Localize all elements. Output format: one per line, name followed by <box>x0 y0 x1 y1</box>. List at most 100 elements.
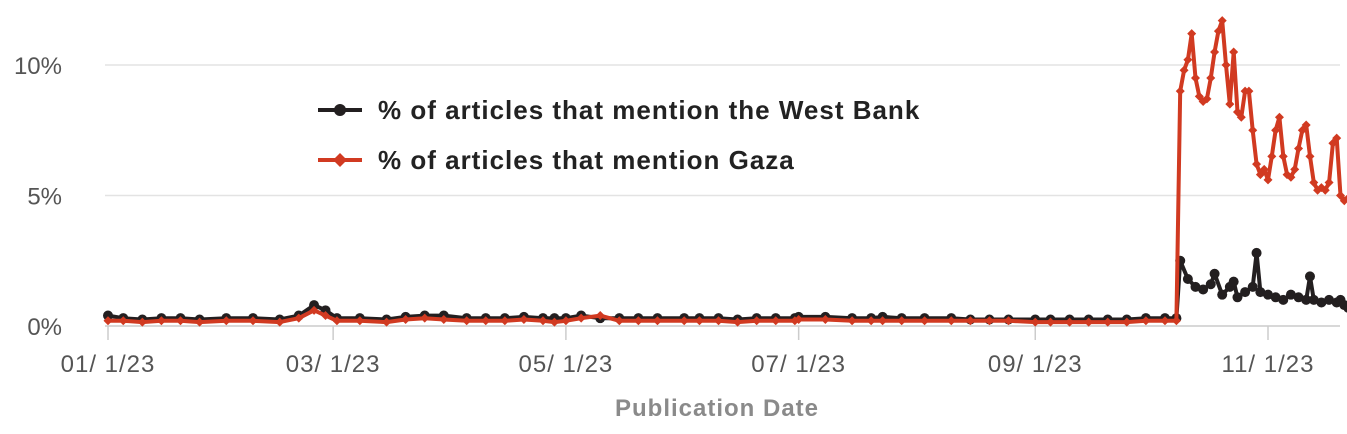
data-point <box>1213 26 1223 36</box>
data-point <box>1030 317 1040 327</box>
data-point <box>118 316 128 326</box>
data-point <box>103 310 113 321</box>
data-point <box>1248 125 1258 135</box>
y-axis-ticks: 0% 5% 10% <box>14 53 62 341</box>
data-point <box>1240 287 1251 298</box>
data-point <box>382 317 392 327</box>
legend: % of articles that mention the West Bank… <box>318 95 920 175</box>
grid-lines <box>105 64 1340 197</box>
data-point <box>156 316 166 326</box>
data-point <box>1304 271 1315 282</box>
data-point <box>1255 287 1266 298</box>
data-point <box>897 316 907 326</box>
data-point <box>1271 125 1281 135</box>
data-point <box>1301 294 1312 305</box>
data-point <box>694 316 704 326</box>
data-point <box>1286 172 1296 182</box>
data-point <box>1225 99 1235 109</box>
data-point <box>1183 55 1193 65</box>
data-point <box>1336 191 1345 200</box>
data-point <box>1278 294 1289 305</box>
data-point <box>1236 112 1246 122</box>
data-point <box>1328 138 1338 148</box>
data-point <box>538 316 548 326</box>
data-point <box>1343 194 1347 202</box>
data-point <box>1228 276 1239 287</box>
data-point <box>714 316 724 326</box>
legend-label-gaza: % of articles that mention Gaza <box>378 145 795 175</box>
data-point <box>1191 73 1200 83</box>
data-point <box>1270 292 1281 303</box>
y-tick-label: 10% <box>14 53 62 80</box>
y-tick-label: 5% <box>27 184 62 211</box>
data-point <box>137 317 147 327</box>
data-point <box>462 316 472 326</box>
data-point <box>920 316 930 326</box>
legend-marker-west-bank <box>334 104 346 116</box>
data-point <box>500 316 510 326</box>
data-point <box>1046 317 1055 327</box>
data-point <box>1217 16 1227 26</box>
data-point <box>103 316 113 326</box>
data-point <box>1202 94 1212 104</box>
data-point <box>1141 316 1151 326</box>
data-point <box>614 316 624 326</box>
data-point <box>294 313 304 323</box>
data-point <box>1103 317 1113 327</box>
data-point <box>1065 317 1075 327</box>
x-axis-ticks: 01/ 1/23 03/ 1/23 05/ 1/23 07/ 1/23 09/ 1/23… <box>61 326 1315 378</box>
data-point <box>1251 247 1262 258</box>
data-point <box>1274 112 1284 122</box>
legend-label-west-bank: % of articles that mention the West Bank <box>378 95 920 125</box>
data-point <box>1084 317 1094 327</box>
data-point <box>1294 144 1304 154</box>
data-point <box>595 311 605 321</box>
data-point <box>549 317 559 327</box>
legend-item-west-bank: % of articles that mention the West Bank <box>318 95 920 125</box>
data-point <box>866 316 876 326</box>
data-point <box>248 316 258 326</box>
series-west-bank <box>103 247 1347 325</box>
x-tick-label: 11/ 1/23 <box>1222 351 1315 378</box>
data-point <box>561 316 571 326</box>
data-point <box>1301 120 1311 130</box>
x-tick-label: 01/ 1/23 <box>61 351 156 378</box>
data-point <box>1290 164 1300 174</box>
data-point <box>1205 279 1216 290</box>
data-point <box>633 316 643 326</box>
legend-item-gaza: % of articles that mention Gaza <box>318 145 795 175</box>
y-tick-label: 0% <box>27 314 62 341</box>
data-point <box>946 316 956 326</box>
data-point <box>1190 281 1201 292</box>
data-point <box>1343 302 1347 313</box>
data-point <box>1255 170 1265 180</box>
data-point <box>1309 177 1319 187</box>
data-point <box>820 314 830 324</box>
data-point <box>1252 159 1262 169</box>
data-point <box>221 316 231 326</box>
data-point <box>1194 91 1204 101</box>
data-point <box>1285 289 1296 300</box>
data-point <box>1320 185 1330 195</box>
data-point <box>1293 292 1304 303</box>
data-point <box>965 316 975 326</box>
data-point <box>794 314 804 324</box>
data-point <box>401 314 411 324</box>
data-point <box>1244 86 1254 96</box>
data-point <box>1267 151 1277 161</box>
data-point <box>771 316 781 326</box>
data-point <box>1198 284 1209 295</box>
data-point <box>1229 47 1239 57</box>
data-point <box>1232 107 1242 117</box>
data-point <box>275 317 285 327</box>
data-point <box>1324 177 1334 187</box>
data-point <box>1316 297 1327 308</box>
data-point <box>1004 316 1014 326</box>
data-point <box>1308 294 1319 305</box>
data-point <box>1221 60 1231 70</box>
data-point <box>1247 281 1258 292</box>
data-point <box>309 300 320 311</box>
data-point <box>195 317 205 327</box>
data-point <box>1209 268 1220 279</box>
data-point <box>984 316 994 326</box>
